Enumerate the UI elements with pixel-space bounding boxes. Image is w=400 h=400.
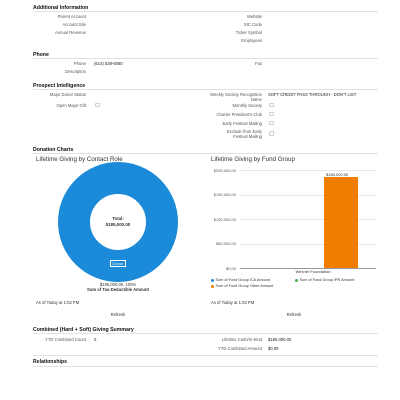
y-axis-tick-label: $50,000.00 [215,241,236,246]
donut-hole [90,194,146,250]
charter-presidents-club-checkbox[interactable] [269,111,274,116]
monthly-society-label: Monthly Society [232,103,262,108]
legend-ica-amount[interactable]: Sum of Fund Group ICA Amount [211,278,270,282]
fund-group-chart-title: Lifetime Giving by Fund Group [211,156,295,163]
gridline [240,219,376,220]
sic-code-label: SIC Code [243,22,262,27]
x-axis-line [240,268,376,269]
gridline [240,243,376,245]
y-axis-tick-label: $0.00 [225,265,236,271]
employees-label: Employees [241,38,262,43]
legend-other-amount[interactable]: Sum of Fund Group Other Amount [211,284,273,288]
legend-label: Sum of Fund Group Other Amount [215,284,274,288]
weekly-society-value: SOFT CREDIT PASS THROUGH - DON'T LIST [268,92,357,97]
lifetime-cash-value: $185,000.00 [268,337,292,342]
divider [33,366,378,367]
monthly-society-checkbox[interactable] [269,102,274,107]
y-axis-tick-label: $150,000.00 [213,192,236,197]
additional-info-header: Additional Information [33,5,89,11]
divider [33,355,378,356]
relationships-header: Relationships [33,359,68,365]
gridline [240,194,376,196]
legend-ipr-amount[interactable]: Sum of Fund Group IPR Amount [295,278,354,282]
lifetime-cash-label: Lifetime Cash/In-Kind [221,337,262,342]
legend-swatch [295,278,298,282]
donut-caption-measure: Sum of Tax-Deductible Amount [87,287,149,292]
divider [33,333,378,334]
fax-label: Fax [255,61,262,66]
weekly-society-label: Weekly Society Recognition Name [210,92,262,102]
gridline [240,170,376,171]
early-festival-mailing-checkbox[interactable] [269,120,274,125]
description-label: Description [65,69,86,74]
divider [33,89,378,90]
ticker-symbol-label: Ticker Symbol [235,30,262,35]
contact-role-chart-title: Lifetime Giving by Contact Role [36,156,123,163]
legend-swatch [211,278,214,282]
x-axis-category-label: Wexner Foundation [295,269,331,274]
ytd-combined-count-label: YTD Combined Count [45,337,86,342]
open-major-gift-checkbox[interactable] [95,102,100,107]
bar-other-amount[interactable] [324,177,358,268]
exclude-early-festival-label: Exclude from Early Festival Mailing [226,129,262,139]
donut-center-value: $185,000.00 [105,221,131,227]
y-axis-tick-label: $100,000.00 [213,216,236,222]
donut-segment-label[interactable]: Donor [110,260,126,267]
open-major-gift-label: Open Major Gift [56,103,86,108]
charter-presidents-club-label: Charter President's Club [216,112,263,117]
donation-charts-header: Donation Charts [33,147,74,153]
ytd-combined-amount-label: YTD Combined Amount [218,346,262,351]
divider [33,58,378,59]
ytd-combined-amount-value: $0.00 [268,346,279,351]
prospect-intelligence-header: Prospect Intelligence [33,83,86,89]
divider [33,11,378,12]
ytd-combined-count-value: 0 [94,337,97,342]
right-chart-timestamp: As of Today at 1:02 PM [211,300,255,305]
combined-giving-header: Combined (Hard + Soft) Giving Summary [33,327,134,333]
left-chart-refresh-button[interactable]: Refresh [110,312,126,317]
y-axis-tick-label: $200,000.00 [213,167,236,173]
legend-label: Sum of Fund Group IPR Amount [299,278,355,282]
legend-swatch [211,284,214,288]
divider [33,153,378,154]
phone-header: Phone [33,52,49,58]
website-label: Website [246,14,262,19]
exclude-early-festival-checkbox[interactable] [269,131,274,136]
donut-caption-value: $185,000.00, 100% [99,282,137,287]
parent-account-label: Parent Account [57,14,86,19]
legend-label: Sum of Fund Group ICA Amount [215,278,270,282]
donut-center-label: Total: [112,216,124,221]
left-chart-timestamp: As of Today at 1:02 PM [36,300,80,305]
phone-label: Phone [73,61,86,66]
major-donor-status-label: Major Donor Status [49,92,86,97]
bar-data-label: $185,000.00 [326,172,349,178]
annual-revenue-label: Annual Revenue [55,30,86,35]
right-chart-refresh-button[interactable]: Refresh [286,312,302,317]
account-site-label: Account Site [62,22,86,27]
early-festival-mailing-label: Early Festival Mailing [222,121,262,126]
phone-value[interactable]: (614) 539-6060 [94,61,123,66]
